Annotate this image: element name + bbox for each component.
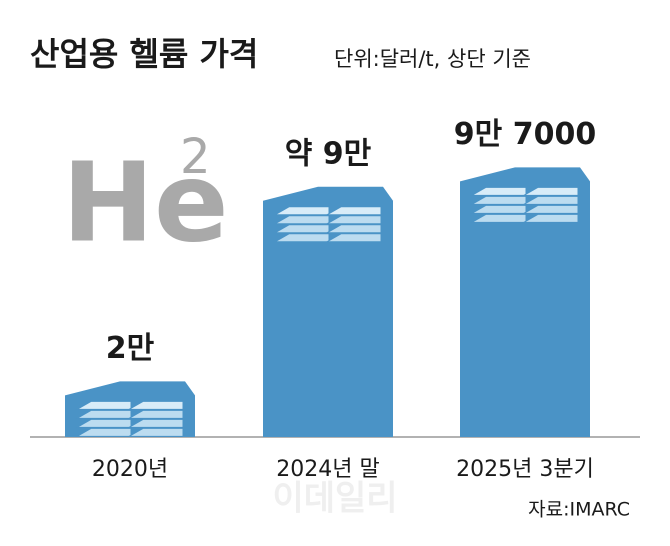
bar-icon (470, 204, 527, 214)
bar-icon (127, 427, 184, 437)
chart-title: 산업용 헬륨 가격 (30, 35, 258, 73)
value-label: 약 9만 (285, 136, 372, 171)
bar-icon (75, 409, 132, 419)
bar-icon (75, 427, 132, 437)
bar-icon (522, 213, 579, 223)
bar-icon (325, 233, 382, 243)
bar-icon (75, 400, 132, 410)
x-tick-label: 2024년 말 (276, 457, 379, 482)
bar-icon (127, 400, 184, 410)
bar-icon (522, 195, 579, 205)
decoration-superscript: 2 (180, 129, 211, 185)
bar-icon (273, 233, 330, 243)
source: 자료:IMARC (528, 499, 630, 521)
x-tick-label: 2020년 (92, 457, 168, 482)
value-label: 9만 7000 (454, 117, 596, 152)
bar-icon (470, 213, 527, 223)
bar-icon (325, 206, 382, 216)
bar-icon (273, 215, 330, 225)
bar-icon (470, 195, 527, 205)
bar-icon (522, 186, 579, 196)
x-tick-label: 2025년 3분기 (456, 457, 594, 482)
bar-icon (127, 409, 184, 419)
bar-icon (325, 224, 382, 234)
bar-icon (470, 186, 527, 196)
value-label: 2만 (106, 331, 155, 366)
bar-icon (273, 206, 330, 216)
bar-icon (127, 418, 184, 428)
chart-subtitle: 단위:달러/t, 상단 기준 (334, 47, 531, 71)
watermark: 이데일리 (272, 479, 397, 519)
bar-icon (75, 418, 132, 428)
bar (263, 186, 393, 437)
bar-icon (522, 204, 579, 214)
bar-icon (273, 224, 330, 234)
bar-icon (325, 215, 382, 225)
decoration-symbol: He (62, 138, 229, 266)
bar (460, 167, 590, 437)
